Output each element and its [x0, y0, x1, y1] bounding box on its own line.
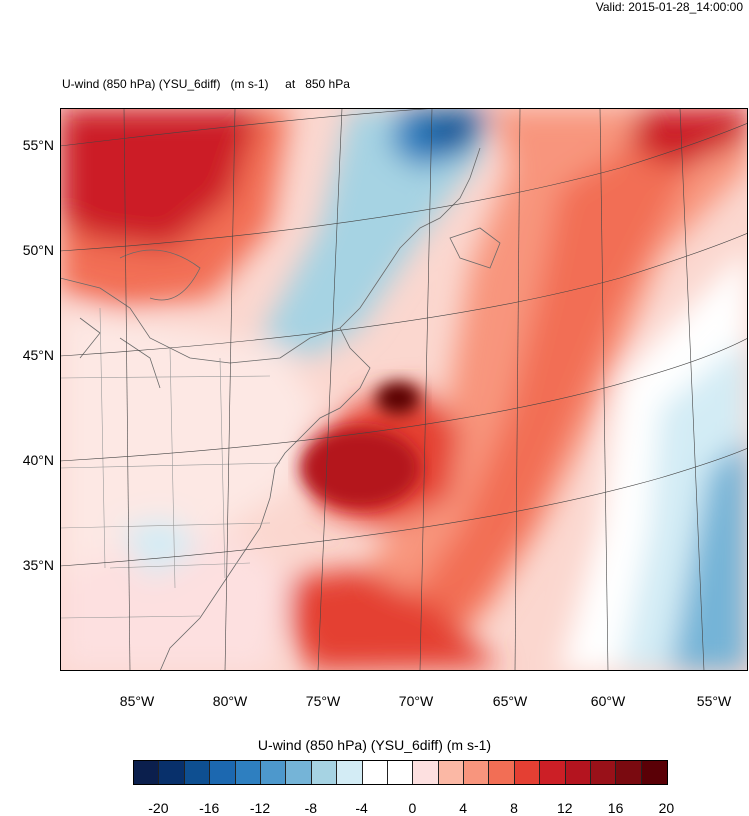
colorbar-swatch	[235, 761, 261, 784]
colorbar-label: -16	[199, 800, 220, 816]
lon-label-80: 80°W	[212, 693, 248, 709]
colorbar-swatch	[362, 761, 388, 784]
field-west-white	[60, 308, 320, 578]
valid-time: Valid: 2015-01-28_14:00:00	[595, 0, 743, 14]
colorbar-swatch	[413, 761, 439, 784]
colorbar-swatch	[337, 761, 363, 784]
colorbar-swatch	[260, 761, 287, 784]
wind-map	[60, 108, 748, 671]
lon-label-60: 60°W	[590, 693, 626, 709]
colorbar-swatch	[438, 761, 465, 784]
lat-label-50: 50°N	[22, 242, 54, 258]
colorbar-swatch	[134, 761, 160, 784]
colorbar-label: 20	[658, 800, 675, 816]
lat-label-55: 55°N	[22, 137, 54, 153]
colorbar-label: 0	[408, 800, 417, 816]
colorbar-label: 8	[510, 800, 518, 816]
colorbar-swatch	[591, 761, 617, 784]
graticule	[60, 108, 748, 671]
colorbar-swatch	[540, 761, 566, 784]
field-ne-dark	[630, 108, 748, 168]
colorbar-swatch	[159, 761, 185, 784]
field-east-mid	[390, 128, 690, 648]
colorbar-swatch	[514, 761, 541, 784]
colorbar-swatch	[286, 761, 312, 784]
colorbar-label: -4	[355, 800, 368, 816]
lat-label-40: 40°N	[22, 452, 54, 468]
lon-label-70: 70°W	[398, 693, 434, 709]
lat-label-35: 35°N	[22, 557, 54, 573]
lon-label-75: 75°W	[305, 693, 341, 709]
lon-label-85: 85°W	[119, 693, 155, 709]
field-sw-blue	[120, 518, 200, 578]
colorbar-label: -12	[249, 800, 271, 816]
colorbar-title: U-wind (850 hPa) (YSU_6diff) (m s-1)	[257, 737, 492, 753]
colorbar-swatch	[565, 761, 592, 784]
colorbar-swatch	[387, 761, 414, 784]
colorbar-label: 12	[557, 800, 573, 816]
lon-label-65: 65°W	[492, 693, 528, 709]
field-blue-dark	[420, 113, 490, 148]
field-cyclone-eye	[376, 382, 420, 414]
colorbar-swatch	[641, 761, 668, 784]
map-title: U-wind (850 hPa) (YSU_6diff) (m s-1) at …	[62, 77, 350, 91]
colorbar-swatch	[464, 761, 490, 784]
colorbar-label: -20	[148, 800, 169, 816]
field-south-red	[290, 568, 500, 671]
colorbar-swatch	[184, 761, 211, 784]
colorbar-label: -8	[304, 800, 318, 816]
colorbar-swatch	[489, 761, 515, 784]
lon-label-55: 55°W	[696, 693, 732, 709]
field-nw-dark	[60, 108, 260, 248]
colorbar-swatch	[616, 761, 642, 784]
field-cyclone-core	[300, 428, 420, 508]
colorbar-label: 16	[607, 800, 624, 816]
colorbar-swatch	[210, 761, 236, 784]
colorbar	[133, 760, 669, 785]
field-blue-band	[260, 108, 490, 358]
colorbar-swatch	[311, 761, 338, 784]
lat-label-45: 45°N	[22, 347, 54, 363]
field-se-blue	[670, 438, 748, 671]
colorbar-label: 4	[459, 800, 468, 816]
coastlines	[60, 147, 501, 671]
